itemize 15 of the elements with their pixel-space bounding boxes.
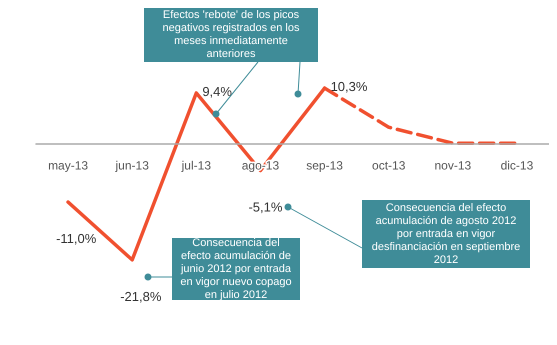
data-label: -11,0% <box>56 231 97 246</box>
x-tick-label: sep-13 <box>306 158 344 172</box>
x-tick-label: jul-13 <box>180 158 212 172</box>
x-tick-label: dic-13 <box>500 158 534 172</box>
data-label: 10,3% <box>330 79 368 94</box>
x-tick-label: nov-13 <box>434 158 472 172</box>
x-tick-label: oct-13 <box>372 158 406 172</box>
text: Efectos 'rebote' de los picos negativos registrados en los meses inmediatamente anteriores <box>162 9 300 61</box>
data-label: -21,8% <box>120 288 162 304</box>
data-label: 9,4% <box>202 84 232 99</box>
x-tick-label: jun-13 <box>114 158 150 172</box>
x-tick-label: may-13 <box>48 158 88 172</box>
data-label: -5,1% <box>248 200 283 215</box>
annotation: Consecuencia del efecto acumulación de agosto 2012 por entrada en vigor desfinanciación en septiembre 2012 <box>370 202 522 266</box>
annotation: Consecuencia del efecto acumulación de junio 2012 por entrada en vigor nuevo copago en julio 2012 <box>179 236 293 302</box>
